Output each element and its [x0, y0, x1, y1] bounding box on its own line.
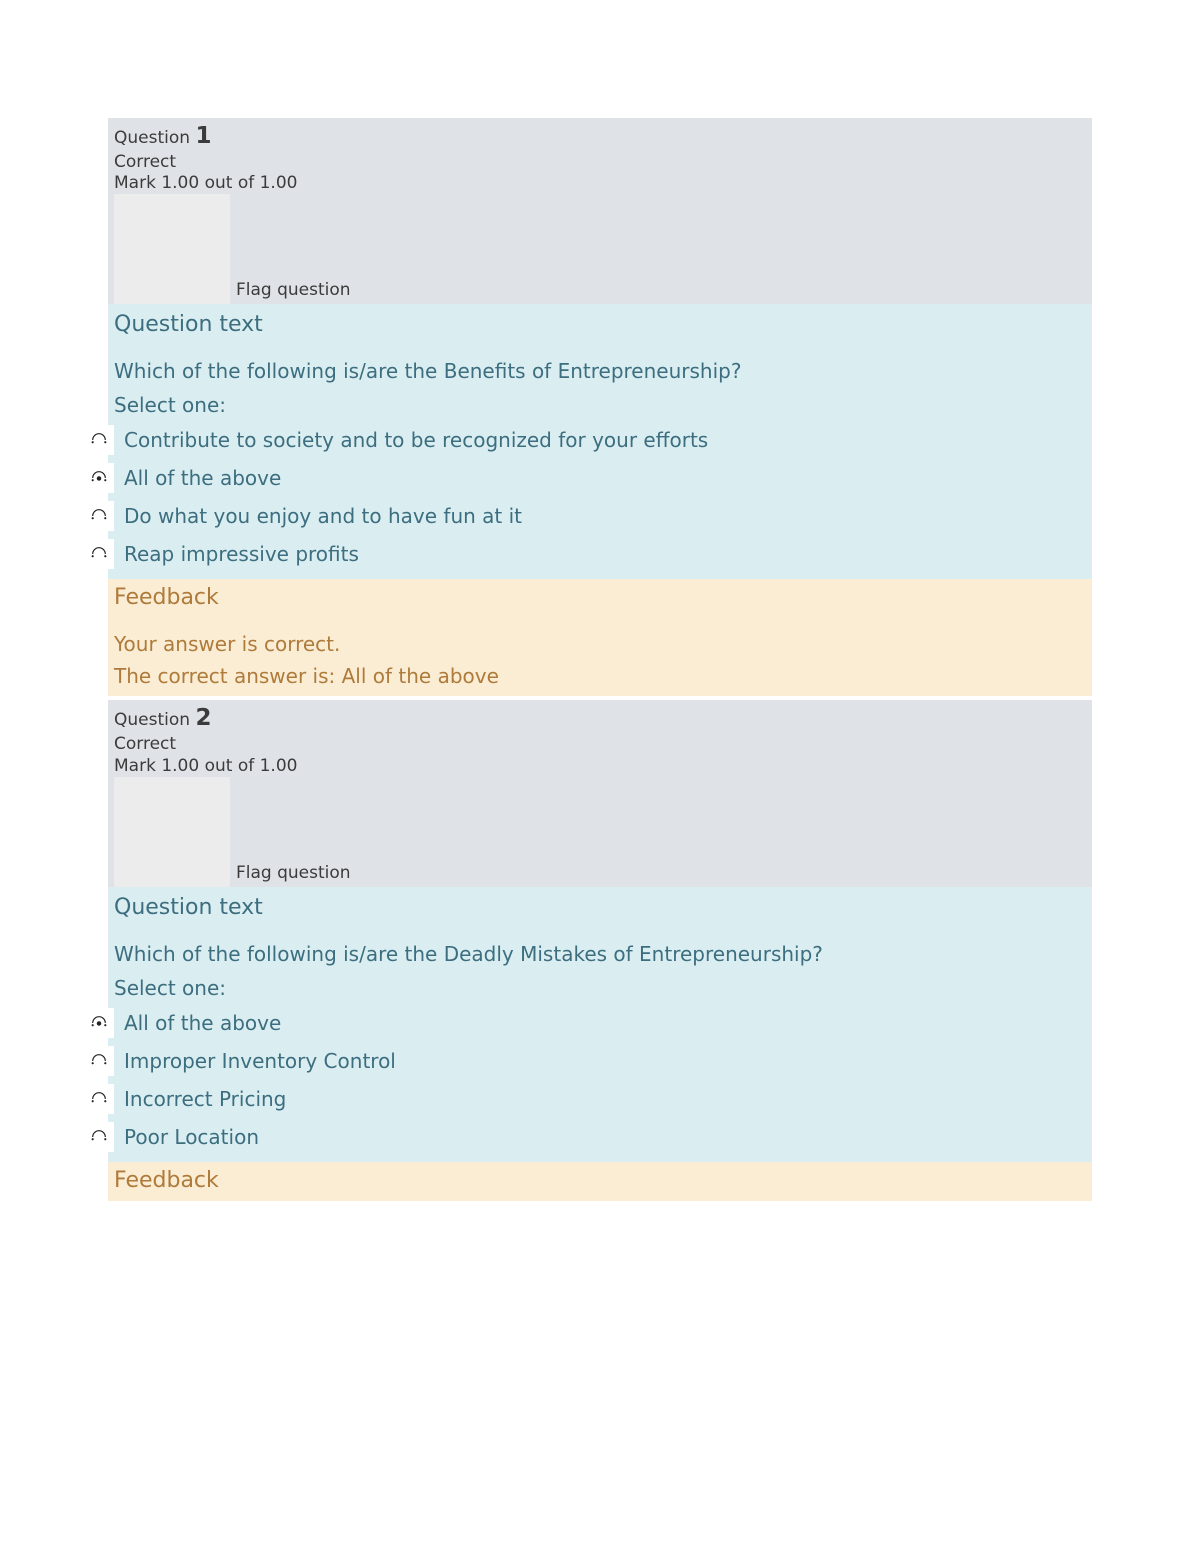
question-body: Question text Which of the following is/a… — [108, 304, 1092, 579]
radio-button[interactable] — [84, 539, 114, 569]
question-body: Question text Which of the following is/a… — [108, 887, 1092, 1162]
question-label: Question — [114, 128, 190, 148]
option-label: All of the above — [114, 461, 1086, 495]
question-number: 1 — [195, 123, 211, 149]
option-row: Do what you enjoy and to have fun at it — [84, 499, 1086, 533]
feedback-block: Feedback Your answer is correct. The corre… — [108, 579, 1092, 696]
question-number-line: Question 2 — [114, 704, 1086, 734]
radio-button[interactable] — [84, 1122, 114, 1152]
option-label: Improper Inventory Control — [114, 1044, 1086, 1078]
option-label: All of the above — [114, 1006, 1086, 1040]
radio-button[interactable] — [84, 1046, 114, 1076]
question-number-line: Question 1 — [114, 122, 1086, 152]
question-prompt: Which of the following is/are the Deadly… — [114, 942, 1086, 966]
flag-icon — [114, 194, 230, 304]
option-label: Do what you enjoy and to have fun at it — [114, 499, 1086, 533]
radio-button[interactable] — [84, 501, 114, 531]
option-row: Contribute to society and to be recogniz… — [84, 423, 1086, 457]
option-row: All of the above — [84, 1006, 1086, 1040]
flag-icon — [114, 777, 230, 887]
flag-question-link[interactable]: Flag question — [230, 863, 351, 887]
flag-row: Flag question — [114, 194, 1086, 304]
feedback-block: Feedback — [108, 1162, 1092, 1201]
question-number: 2 — [195, 705, 211, 731]
question-mark: Mark 1.00 out of 1.00 — [114, 756, 1086, 777]
question-mark: Mark 1.00 out of 1.00 — [114, 173, 1086, 194]
radio-button[interactable] — [84, 1084, 114, 1114]
option-label: Poor Location — [114, 1120, 1086, 1154]
flag-question-link[interactable]: Flag question — [230, 280, 351, 304]
question-prompt: Which of the following is/are the Benefi… — [114, 359, 1086, 383]
option-label: Contribute to society and to be recogniz… — [114, 423, 1086, 457]
select-one-label: Select one: — [114, 976, 1086, 1000]
question-header: Question 1CorrectMark 1.00 out of 1.00Fl… — [108, 118, 1092, 304]
option-row: All of the above — [84, 461, 1086, 495]
feedback-correct: Your answer is correct. — [114, 632, 1086, 656]
flag-row: Flag question — [114, 777, 1086, 887]
option-row: Improper Inventory Control — [84, 1044, 1086, 1078]
option-label: Incorrect Pricing — [114, 1082, 1086, 1116]
select-one-label: Select one: — [114, 393, 1086, 417]
radio-button[interactable] — [84, 1008, 114, 1038]
question-label: Question — [114, 710, 190, 730]
feedback-answer: The correct answer is: All of the above — [114, 664, 1086, 688]
option-label: Reap impressive profits — [114, 537, 1086, 571]
option-row: Incorrect Pricing — [84, 1082, 1086, 1116]
question-status: Correct — [114, 152, 1086, 173]
option-row: Poor Location — [84, 1120, 1086, 1154]
feedback-heading: Feedback — [114, 585, 1086, 610]
option-row: Reap impressive profits — [84, 537, 1086, 571]
radio-button[interactable] — [84, 425, 114, 455]
radio-button[interactable] — [84, 463, 114, 493]
question-block: Question 1CorrectMark 1.00 out of 1.00Fl… — [108, 118, 1092, 696]
question-block: Question 2CorrectMark 1.00 out of 1.00Fl… — [108, 700, 1092, 1200]
question-status: Correct — [114, 734, 1086, 755]
question-header: Question 2CorrectMark 1.00 out of 1.00Fl… — [108, 700, 1092, 886]
question-text-heading: Question text — [114, 895, 1086, 920]
feedback-heading: Feedback — [114, 1168, 1086, 1193]
question-text-heading: Question text — [114, 312, 1086, 337]
